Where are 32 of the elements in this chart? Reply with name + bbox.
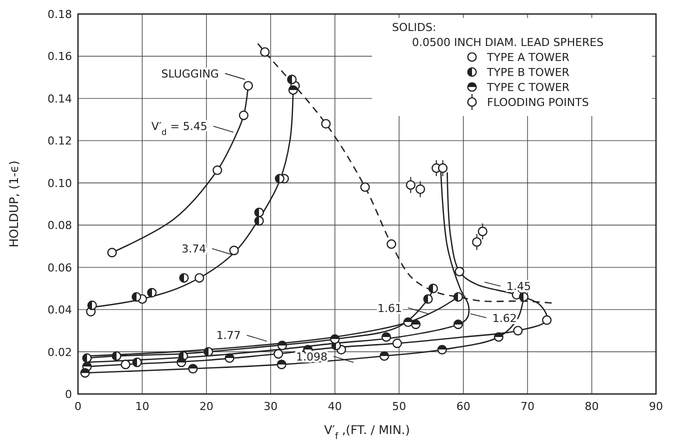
annotation: 1.62 <box>492 312 517 325</box>
legend-label: TYPE A TOWER <box>486 51 570 64</box>
x-tick-label: 90 <box>649 400 663 413</box>
x-tick-label: 0 <box>74 400 82 413</box>
y-tick-label: 0.06 <box>48 261 72 274</box>
y-tick-label: 0.16 <box>48 50 72 64</box>
y-tick-label: 0.12 <box>48 134 72 148</box>
x-tick-label: 50 <box>392 400 406 413</box>
x-tick-label: 10 <box>135 400 150 413</box>
legend-label: TYPE C TOWER <box>486 81 570 94</box>
annotation: 3.74 <box>182 242 206 256</box>
annotation: 1.77 <box>216 329 241 342</box>
y-tick-label: 0.02 <box>48 346 72 359</box>
x-axis-title: V′$_{f}$ ,(FT. / MIN.) <box>324 423 410 442</box>
x-tick-label: 80 <box>584 400 599 413</box>
y-tick-label: 0.18 <box>48 8 72 21</box>
legend-title: SOLIDS: <box>392 21 436 34</box>
y-tick-label: 0.04 <box>48 304 72 317</box>
x-tick-label: 40 <box>328 400 342 413</box>
y-tick-label: 0.10 <box>48 176 72 190</box>
x-tick-label: 60 <box>456 400 470 413</box>
y-axis-title: HOLDUP, (1-ϵ) <box>7 160 21 248</box>
annotation: 1.098 <box>296 350 328 364</box>
x-tick-label: 70 <box>520 400 535 413</box>
x-tick-label: 30 <box>264 400 278 413</box>
x-tick-label: 20 <box>199 400 214 413</box>
y-tick-label: 0.08 <box>48 219 72 232</box>
y-tick-label: 0 <box>65 388 72 401</box>
legend-label: FLOODING POINTS <box>487 96 589 109</box>
y-tick-label: 0.14 <box>48 92 72 106</box>
legend-label: TYPE B TOWER <box>486 66 570 79</box>
text: 0.0500 INCH DIAM. LEAD SPHERES <box>412 36 604 49</box>
